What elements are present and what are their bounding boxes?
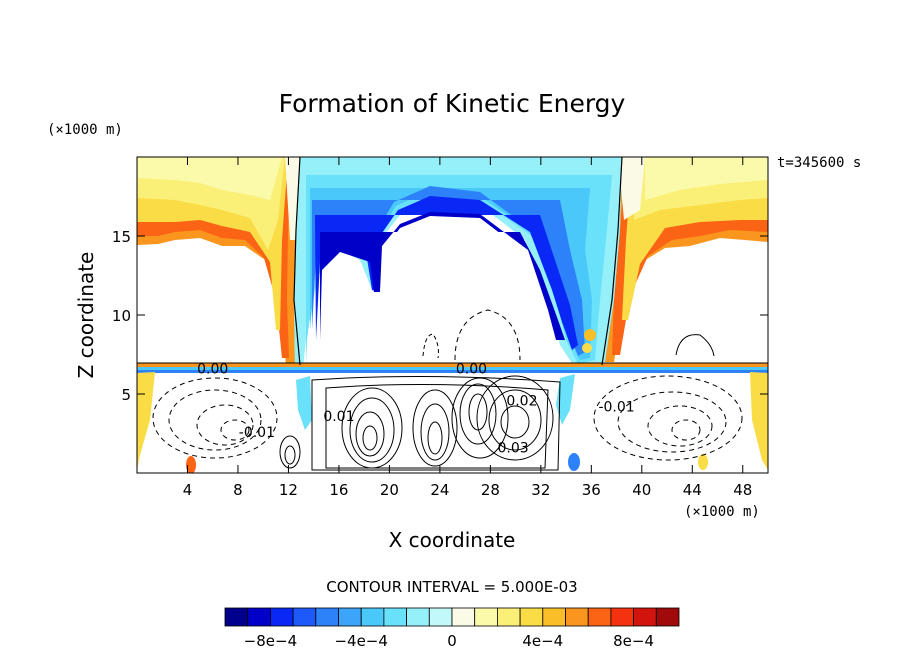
colorbar-segment	[224, 607, 249, 627]
contour-label: 0.00	[456, 362, 487, 378]
plot-area	[136, 156, 769, 474]
colorbar-segment	[474, 607, 498, 627]
colorbar-segment	[338, 607, 362, 627]
y-axis-label: Z coordinate	[74, 252, 98, 379]
x-tick-label: 24	[430, 481, 449, 499]
colorbar-segment	[519, 607, 544, 627]
colorbar-segment	[406, 607, 430, 627]
colorbar-tick-label: −8e−4	[244, 632, 297, 650]
colorbar-segment	[428, 607, 453, 627]
chart-title: Formation of Kinetic Energy	[279, 89, 626, 118]
x-axis: 4 8 12 16 20 24 28 32 36 40 44 48	[183, 157, 752, 499]
x-tick-label: 36	[582, 481, 601, 499]
x-tick-label: 32	[531, 481, 550, 499]
x-tick-label: 4	[183, 481, 193, 499]
contour-label: 0.00	[197, 362, 228, 378]
contour-label: -0.01	[598, 400, 634, 416]
x-tick-label: 8	[233, 481, 243, 499]
field-shading	[137, 157, 768, 473]
y-tick-label: 10	[112, 307, 131, 325]
colorbar-segment	[360, 607, 385, 627]
y-tick-label: 15	[112, 228, 131, 246]
contour-label: 0.02	[506, 393, 537, 409]
colorbar-segment	[587, 607, 612, 627]
x-tick-label: 44	[683, 481, 702, 499]
colorbar-segment	[496, 607, 521, 627]
colorbar-segment	[565, 607, 589, 627]
x-tick-label: 28	[481, 481, 500, 499]
x-tick-label: 48	[733, 481, 752, 499]
y-axis: 5 10 15	[112, 228, 768, 404]
contour-label: -0.01	[239, 425, 275, 441]
contour-label: 0.01	[323, 409, 354, 425]
contour-labels: 0.00 0.00 0.01 0.02 0.03 -0.01 -0.01	[197, 362, 635, 457]
colorbar-tick-label: −4e−4	[334, 632, 387, 650]
colorbar-segment	[315, 607, 339, 627]
colorbar-segment	[451, 607, 476, 627]
colorbar-tick-label: 8e−4	[613, 632, 654, 650]
colorbar-segment	[542, 607, 566, 627]
colorbar-segment	[383, 607, 407, 627]
colorbar-segment	[269, 607, 294, 627]
contour-label: 0.03	[497, 441, 528, 457]
x-tick-label: 20	[380, 481, 399, 499]
colorbar-segment	[292, 607, 317, 627]
x-tick-label: 12	[279, 481, 298, 499]
colorbar: −8e−4 −4e−4 0 4e−4 8e−4	[224, 607, 680, 650]
colorbar-tick-label: 0	[447, 632, 457, 650]
time-label: t=345600 s	[777, 155, 861, 171]
colorbar-segment	[610, 607, 635, 627]
colorbar-segment	[247, 607, 271, 627]
x-unit-label: (×1000 m)	[684, 504, 760, 520]
y-tick-label: 5	[121, 386, 131, 404]
x-tick-label: 16	[329, 481, 348, 499]
colorbar-segment	[633, 607, 657, 627]
x-axis-label: X coordinate	[389, 528, 516, 552]
colorbar-segment	[655, 607, 680, 627]
x-tick-label: 40	[632, 481, 651, 499]
z-unit-label: (×1000 m)	[47, 122, 123, 138]
colorbar-tick-label: 4e−4	[522, 632, 563, 650]
contour-interval-text: CONTOUR INTERVAL = 5.000E-03	[326, 578, 577, 596]
